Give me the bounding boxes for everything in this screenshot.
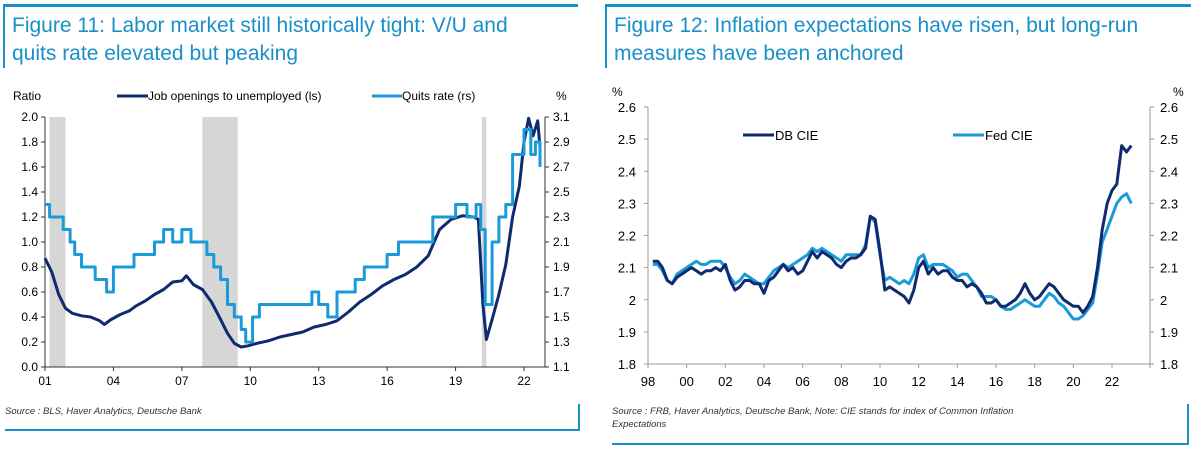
figure-left-rule [605, 4, 607, 68]
y-tick-label-left: 1.8 [618, 357, 636, 372]
y-tick-label-right: 1.8 [1160, 357, 1178, 372]
x-tick-label: 12 [911, 374, 925, 389]
y-tick-label-left: 2 [629, 293, 636, 308]
y-tick-label-right: 2.9 [553, 135, 570, 149]
y-tick-label-left: 2.6 [618, 100, 636, 115]
y-tick-label-left: 2.3 [618, 196, 636, 211]
x-tick-label: 10 [244, 374, 258, 388]
x-tick-label: 18 [1027, 374, 1041, 389]
legend-label-db-cie: DB CIE [775, 128, 819, 143]
figure-12-panel: Figure 12: Inflation expectations have r… [600, 0, 1191, 452]
y-tick-label-left: 0.6 [21, 285, 38, 299]
x-tick-label: 08 [834, 374, 848, 389]
figure-title-line-2: measures have been anchored [614, 42, 904, 65]
figure-title: Figure 12: Inflation expectations have r… [614, 12, 1138, 68]
series-line-quits-rate [45, 128, 542, 344]
y-tick-label-left: 2.1 [618, 261, 636, 276]
y-tick-label-left: 1.9 [618, 325, 636, 340]
series-line-fed-cie [652, 192, 1133, 321]
y-tick-label-left: 2.2 [618, 229, 636, 244]
x-tick-label: 22 [517, 374, 531, 388]
chart-figure-11: 0.0 0.2 0.4 0.6 0.8 1.0 1.2 1.4 1.6 1.8 2.0 1.1 1.3 1… [13, 89, 570, 388]
y-tick-label-right: 2.1 [1160, 261, 1178, 276]
x-tick-label: 98 [641, 374, 655, 389]
series-line-job-openings [43, 116, 542, 349]
figure-title-line-1: Figure 11: Labor market still historical… [12, 14, 508, 37]
legend-label-fed-cie: Fed CIE [985, 128, 1033, 143]
x-tick-label: 16 [989, 374, 1003, 389]
chart-figure-12: 1.8 1.81.9 1.92 22.1 2.12.2 2.22.3 2.32.4 2.42.… [612, 85, 1184, 389]
y-tick-label-right: 2.5 [553, 185, 570, 199]
y-tick-label-right: 1.9 [553, 260, 570, 274]
x-tick-label: 04 [107, 374, 121, 388]
figure-right-bracket [1187, 404, 1189, 445]
y-tick-label-right: 2.1 [553, 235, 570, 249]
y-tick-label-left: 2.5 [618, 132, 636, 147]
y-tick-label-right: 3.1 [553, 110, 570, 124]
y-tick-label-left: 2.0 [21, 110, 38, 124]
legend-label-job-openings: Job openings to unemployed (ls) [148, 89, 321, 103]
x-tick-label: 00 [679, 374, 693, 389]
figure-title: Figure 11: Labor market still historical… [12, 12, 508, 68]
y-tick-label-left: 1.6 [21, 160, 38, 174]
y-tick-label-right: 2.7 [553, 160, 570, 174]
chart-source-line-2: Expectations [612, 419, 667, 430]
y-tick-label-left: 1.0 [21, 235, 38, 249]
y-tick-label-left: 1.2 [21, 210, 38, 224]
x-tick-label: 06 [795, 374, 809, 389]
figure-title-line-2: quits rate elevated but peaking [12, 42, 299, 65]
y-tick-label-right: 1.3 [553, 335, 570, 349]
y-axis-label-right: % [1173, 85, 1184, 99]
figure-title-line-1: Figure 12: Inflation expectations have r… [614, 14, 1139, 37]
y-axis-label-left: % [612, 85, 623, 99]
figure-top-rule [3, 4, 578, 7]
figure-11-panel: Figure 11: Labor market still historical… [0, 0, 590, 452]
y-tick-label-left: 0.0 [21, 360, 38, 374]
y-tick-label-right: 1.7 [553, 285, 570, 299]
x-tick-label: 14 [950, 374, 964, 389]
y-tick-label-left: 1.8 [21, 135, 38, 149]
y-tick-label-right: 1.5 [553, 310, 570, 324]
series-line-db-cie [652, 144, 1133, 315]
figure-bottom-rule [612, 443, 1189, 445]
y-tick-label-right: 2.3 [553, 210, 570, 224]
x-tick-label: 22 [1105, 374, 1119, 389]
chart-source: Source : FRB, Haver Analytics, Deutsche … [612, 405, 1013, 431]
y-tick-label-right: 2 [1160, 293, 1167, 308]
y-tick-label-right: 1.1 [553, 360, 570, 374]
y-tick-label-right: 2.5 [1160, 132, 1178, 147]
x-tick-label: 16 [380, 374, 394, 388]
figure-left-rule [3, 4, 5, 68]
x-tick-label: 19 [449, 374, 463, 388]
y-tick-label-left: 0.8 [21, 260, 38, 274]
y-tick-label-left: 0.2 [21, 335, 38, 349]
y-axis-label-right: % [556, 89, 567, 103]
x-tick-label: 02 [718, 374, 732, 389]
x-tick-label: 04 [757, 374, 771, 389]
y-tick-label-left: 0.4 [21, 310, 38, 324]
x-tick-label: 20 [1066, 374, 1080, 389]
y-tick-label-right: 2.3 [1160, 196, 1178, 211]
y-tick-label-left: 2.4 [618, 164, 636, 179]
chart-source-line-1: Source : FRB, Haver Analytics, Deutsche … [612, 406, 1014, 417]
recession-shading [49, 117, 66, 367]
legend-label-quits-rate: Quits rate (rs) [402, 89, 475, 103]
figure-bottom-rule [5, 429, 580, 431]
x-tick-label: 13 [312, 374, 326, 388]
figure-right-bracket [578, 404, 580, 431]
y-tick-label-right: 1.9 [1160, 325, 1178, 340]
y-tick-label-right: 2.2 [1160, 229, 1178, 244]
y-axis-label-left: Ratio [13, 89, 41, 103]
x-tick-label: 10 [873, 374, 887, 389]
y-tick-label-right: 2.6 [1160, 100, 1178, 115]
x-tick-label: 07 [175, 374, 189, 388]
chart-source: Source : BLS, Haver Analytics, Deutsche … [5, 406, 202, 417]
x-tick-label: 01 [38, 374, 52, 388]
y-tick-label-right: 2.4 [1160, 164, 1178, 179]
figure-top-rule [605, 4, 1191, 7]
y-tick-label-left: 1.4 [21, 185, 38, 199]
